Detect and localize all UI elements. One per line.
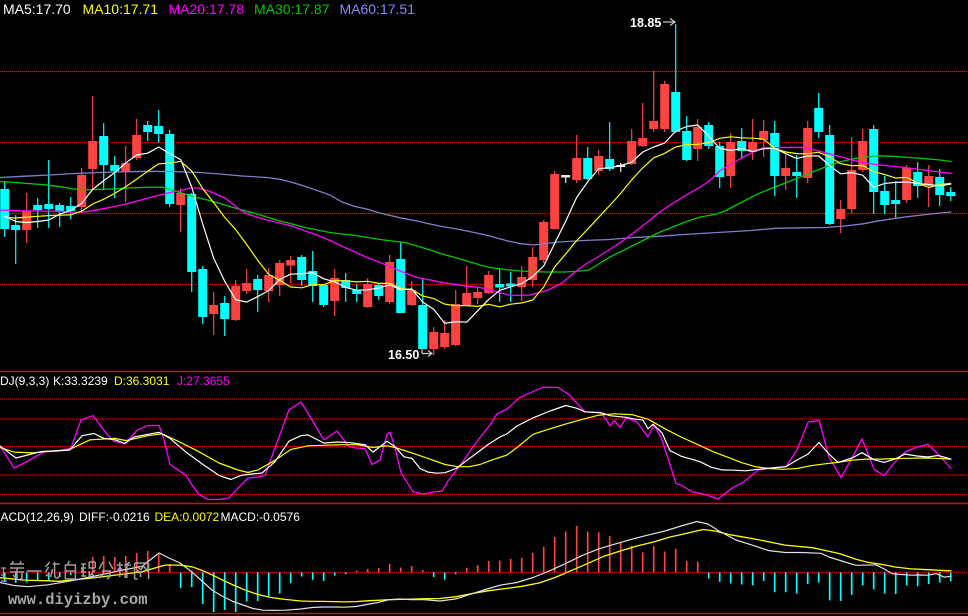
svg-text:MA60:17.51: MA60:17.51 bbox=[340, 1, 416, 17]
svg-text:MACD(12,26,9): MACD(12,26,9) bbox=[0, 510, 74, 524]
svg-text:D:36.3031: D:36.3031 bbox=[114, 374, 170, 388]
svg-text:MA20:17.78: MA20:17.78 bbox=[169, 1, 245, 17]
svg-text:K:33.3239: K:33.3239 bbox=[53, 374, 108, 388]
svg-text:J:27.3655: J:27.3655 bbox=[177, 374, 230, 388]
svg-text:MA5:17.70: MA5:17.70 bbox=[3, 1, 71, 17]
svg-text:www.diyizby.com: www.diyizby.com bbox=[8, 591, 148, 609]
svg-text:MA30:17.87: MA30:17.87 bbox=[254, 1, 330, 17]
svg-text:KDJ(9,3,3): KDJ(9,3,3) bbox=[0, 374, 49, 388]
svg-text:DEA:0.0072: DEA:0.0072 bbox=[155, 510, 220, 524]
svg-text:DIFF:-0.0216: DIFF:-0.0216 bbox=[79, 510, 150, 524]
svg-text:MACD:-0.0576: MACD:-0.0576 bbox=[221, 510, 301, 524]
svg-text:18.85: 18.85 bbox=[630, 16, 661, 30]
svg-text:16.50: 16.50 bbox=[388, 348, 419, 362]
svg-text:MA10:17.71: MA10:17.71 bbox=[83, 1, 159, 17]
